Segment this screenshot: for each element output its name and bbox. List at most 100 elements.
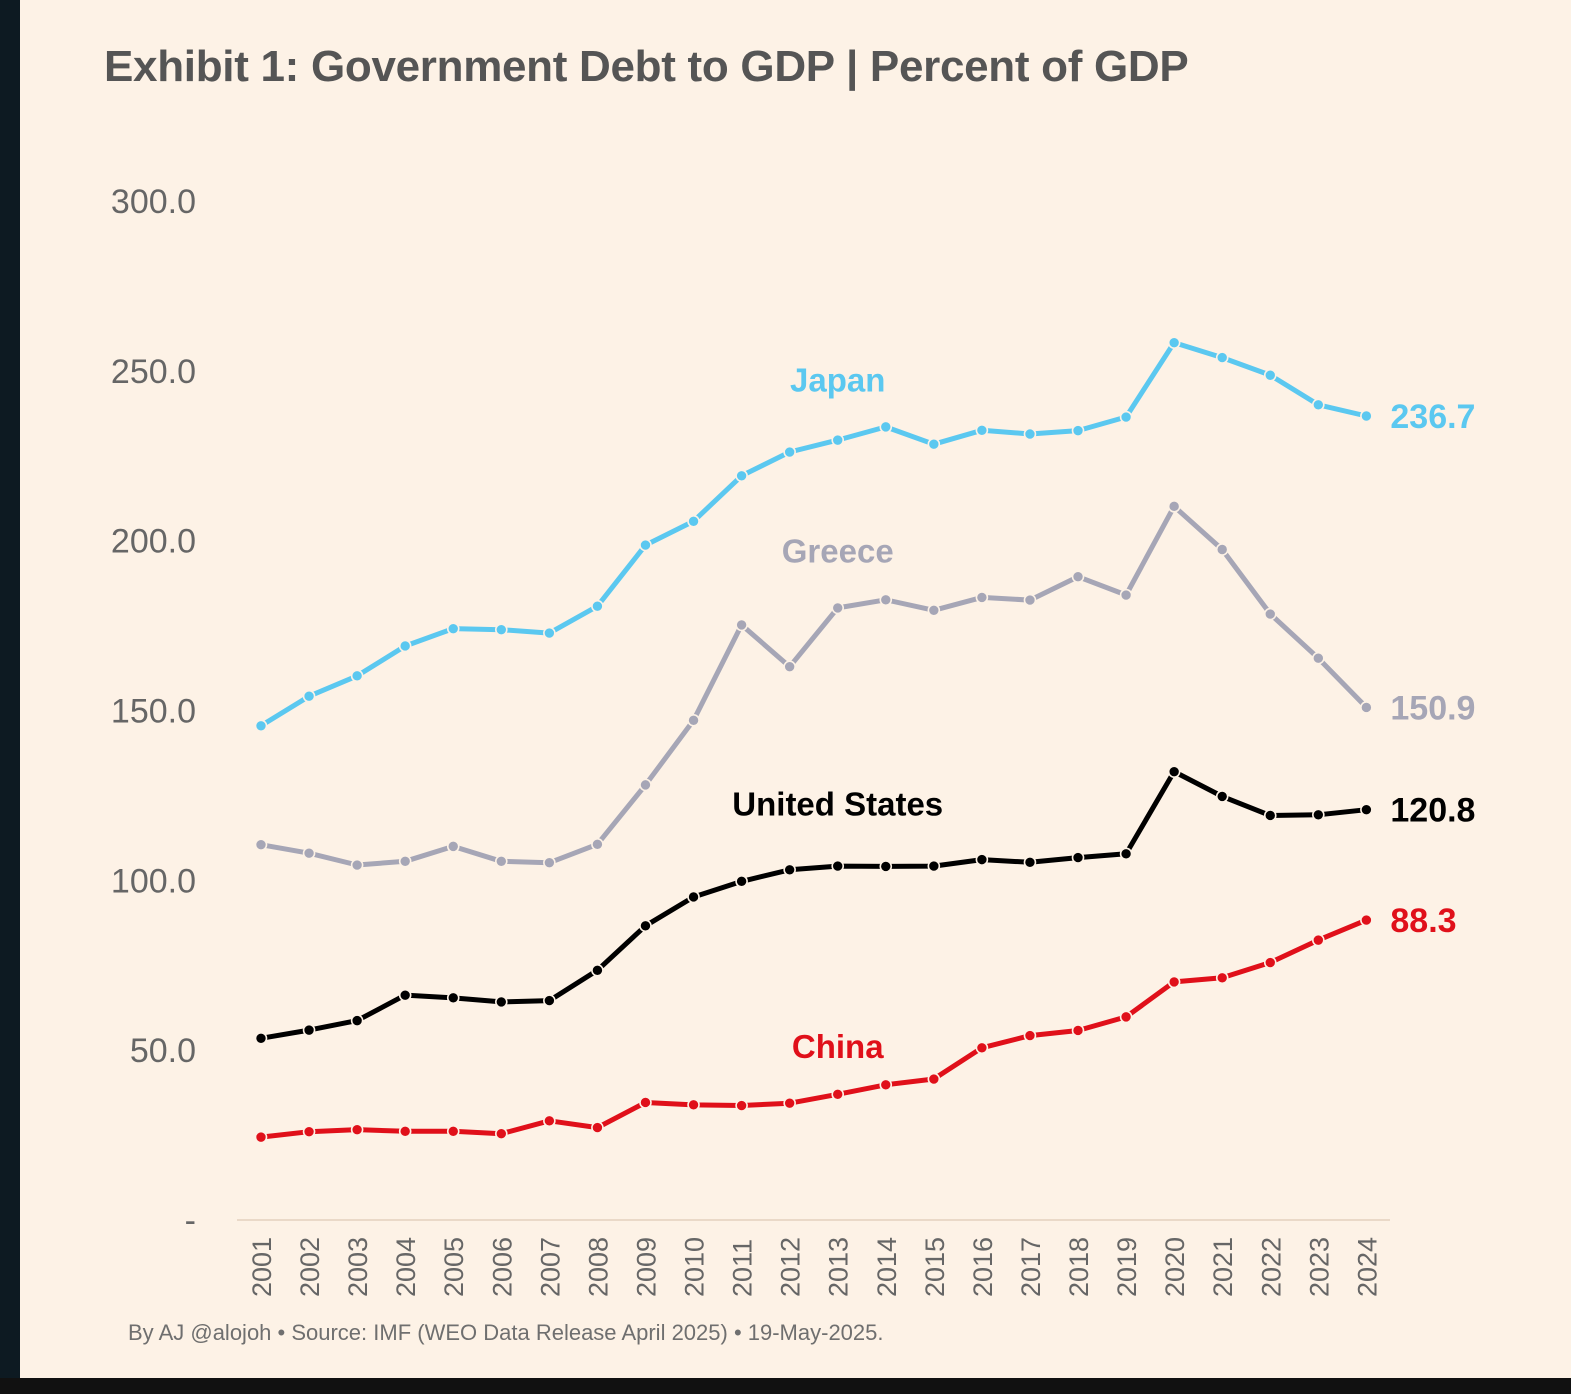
data-point-greece: [687, 714, 700, 727]
data-point-united_states: [1215, 790, 1229, 803]
data-point-japan: [254, 719, 268, 733]
x-tick-label: 2020: [1160, 1237, 1190, 1297]
data-point-united_states: [254, 1031, 268, 1045]
y-tick-label: 250.0: [111, 353, 196, 391]
data-point-greece: [350, 858, 364, 872]
x-tick-label: 2013: [824, 1237, 854, 1297]
data-point-united_states: [591, 964, 604, 977]
data-point-united_states: [1312, 808, 1325, 822]
data-point-japan: [1167, 336, 1181, 349]
data-point-china: [783, 1096, 796, 1110]
x-tick-label: 2024: [1352, 1237, 1382, 1297]
x-tick-label: 2003: [343, 1237, 373, 1297]
x-tick-label: 2016: [968, 1237, 998, 1297]
data-point-japan: [494, 623, 508, 636]
data-point-japan: [1023, 427, 1037, 441]
series-label-china: China: [792, 1028, 884, 1065]
data-point-greece: [1167, 500, 1181, 513]
data-point-china: [831, 1088, 845, 1101]
data-point-china: [879, 1078, 893, 1092]
data-point-greece: [254, 838, 268, 851]
x-tick-label: 2015: [920, 1237, 950, 1297]
data-point-china: [1023, 1029, 1037, 1042]
data-point-united_states: [735, 875, 748, 888]
data-point-china: [975, 1041, 989, 1055]
data-point-china: [1312, 933, 1325, 947]
x-tick-label: 2019: [1112, 1237, 1142, 1297]
data-point-united_states: [398, 988, 412, 1002]
data-point-greece: [735, 618, 748, 632]
data-point-united_states: [494, 995, 508, 1009]
y-tick-label: 200.0: [111, 523, 196, 561]
x-tick-label: 2004: [391, 1237, 421, 1297]
data-point-greece: [639, 778, 652, 792]
x-tick-label: 2021: [1208, 1237, 1238, 1297]
y-tick-label: 300.0: [111, 183, 196, 221]
data-point-greece: [1071, 570, 1085, 583]
y-tick-label: -: [185, 1202, 196, 1240]
series-label-united_states: United States: [732, 785, 943, 822]
data-point-united_states: [1167, 765, 1181, 778]
data-point-japan: [302, 689, 316, 703]
source-footer: By AJ @alojoh • Source: IMF (WEO Data Re…: [128, 1320, 884, 1345]
data-point-japan: [446, 622, 460, 635]
data-point-china: [543, 1114, 556, 1128]
data-point-japan: [927, 437, 941, 451]
data-point-united_states: [879, 860, 893, 873]
x-tick-label: 2008: [583, 1237, 613, 1297]
data-point-japan: [1312, 398, 1325, 412]
data-point-greece: [1023, 593, 1037, 607]
data-point-greece: [831, 601, 845, 615]
data-point-japan: [783, 445, 796, 459]
data-point-greece: [543, 856, 556, 869]
data-point-greece: [879, 593, 893, 607]
data-point-japan: [350, 669, 364, 683]
series-label-greece: Greece: [782, 533, 894, 570]
data-point-japan: [1215, 351, 1229, 364]
data-point-greece: [1360, 701, 1373, 714]
series-line-united_states: [258, 769, 1369, 1041]
data-point-china: [1119, 1010, 1133, 1024]
series-line-greece: [258, 503, 1369, 868]
data-point-china: [927, 1072, 941, 1086]
x-tick-label: 2022: [1256, 1237, 1286, 1297]
data-point-japan: [591, 599, 604, 613]
chart-panel: Exhibit 1: Government Debt to GDP | Perc…: [20, 0, 1571, 1378]
data-point-united_states: [687, 890, 700, 904]
x-tick-label: 2005: [439, 1237, 469, 1297]
data-point-japan: [687, 515, 700, 528]
x-tick-label: 2009: [631, 1237, 661, 1297]
data-point-united_states: [639, 919, 652, 933]
data-point-china: [254, 1130, 268, 1144]
data-point-china: [494, 1127, 508, 1141]
data-point-china: [1263, 956, 1277, 969]
data-point-china: [398, 1125, 412, 1138]
x-tick-label: 2007: [535, 1237, 565, 1297]
x-tick-label: 2002: [295, 1237, 325, 1297]
data-point-japan: [831, 433, 845, 447]
data-point-united_states: [1119, 847, 1133, 861]
y-tick-label: 50.0: [130, 1032, 196, 1070]
data-point-japan: [543, 626, 556, 640]
x-tick-label: 2014: [872, 1237, 902, 1297]
y-tick-label: 150.0: [111, 693, 196, 731]
end-value-label-japan: 236.7: [1390, 398, 1475, 436]
data-point-united_states: [446, 991, 460, 1005]
data-point-united_states: [783, 863, 796, 877]
data-point-greece: [494, 855, 508, 868]
data-point-china: [1215, 971, 1229, 985]
x-tick-label: 2010: [680, 1237, 710, 1297]
series-label-japan: Japan: [790, 362, 885, 399]
data-point-china: [302, 1125, 316, 1138]
data-point-greece: [398, 855, 412, 868]
data-point-japan: [1360, 409, 1373, 423]
x-tick-label: 2017: [1016, 1237, 1046, 1297]
data-point-china: [1071, 1024, 1085, 1037]
data-point-greece: [1215, 543, 1229, 556]
data-point-united_states: [1071, 851, 1085, 864]
x-tick-label: 2001: [247, 1237, 277, 1297]
chart-title: Exhibit 1: Government Debt to GDP | Perc…: [104, 42, 1189, 91]
data-point-greece: [302, 846, 316, 860]
data-point-china: [1167, 975, 1181, 989]
